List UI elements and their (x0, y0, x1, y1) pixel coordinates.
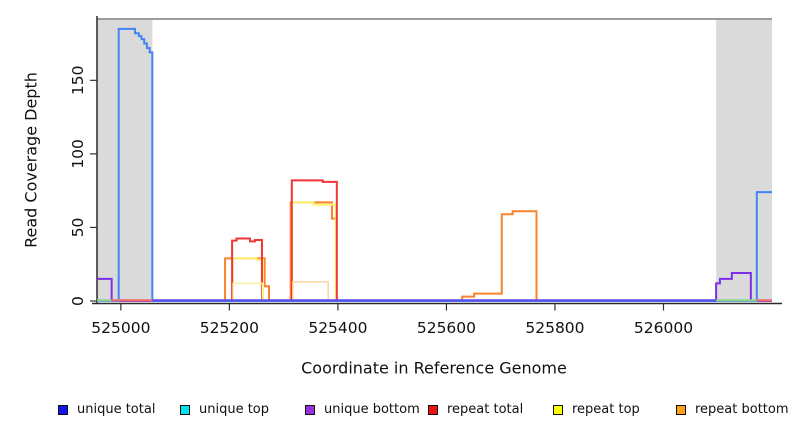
legend-label: repeat total (447, 402, 524, 417)
series-repeat-top (97, 201, 772, 302)
y-axis-title: Read Coverage Depth (21, 72, 41, 248)
legend-item-repeat-bottom: repeat bottom (676, 402, 789, 417)
series-unique-total (97, 27, 772, 302)
y-tick-label: 0 (69, 296, 87, 306)
legend-swatch-repeat-total (428, 404, 438, 415)
x-tick-label: 525000 (91, 319, 150, 337)
y-tick-label: 150 (69, 66, 87, 96)
y-tick-label: 100 (69, 139, 87, 169)
series-repeat-total (97, 179, 772, 302)
shaded-region (97, 20, 153, 301)
y-tick-label: 50 (69, 218, 87, 238)
legend-swatch-repeat-bottom (676, 404, 686, 415)
legend-swatch-unique-bottom (305, 404, 315, 415)
legend-item-unique-total: unique total (58, 402, 155, 417)
legend-swatch-repeat-top (553, 404, 563, 415)
x-tick-label: 525800 (525, 319, 584, 337)
x-tick-label: 525400 (308, 319, 367, 337)
shaded-region (716, 20, 772, 301)
legend-item-unique-top: unique top (180, 402, 269, 417)
series-unique-bottom (97, 272, 772, 302)
legend-item-repeat-top: repeat top (553, 402, 640, 417)
legend-swatch-unique-total (58, 404, 68, 415)
series-repeat-bottom-light (97, 281, 772, 302)
x-tick-label: 525200 (200, 319, 259, 337)
legend-label: repeat bottom (695, 402, 789, 417)
series-repeat-top-light (97, 282, 772, 302)
x-tick-label: 525600 (417, 319, 476, 337)
x-tick-label: 526000 (634, 319, 693, 337)
series-repeat-bottom (97, 201, 772, 302)
x-axis-title: Coordinate in Reference Genome (301, 358, 567, 378)
legend-label: repeat top (572, 402, 640, 417)
legend-label: unique total (77, 402, 156, 417)
legend-label: unique top (199, 402, 270, 417)
legend-item-unique-bottom: unique bottom (305, 402, 420, 417)
legend-label: unique bottom (324, 402, 420, 417)
legend-item-repeat-total: repeat total (428, 402, 523, 417)
legend-swatch-unique-top (180, 404, 190, 415)
